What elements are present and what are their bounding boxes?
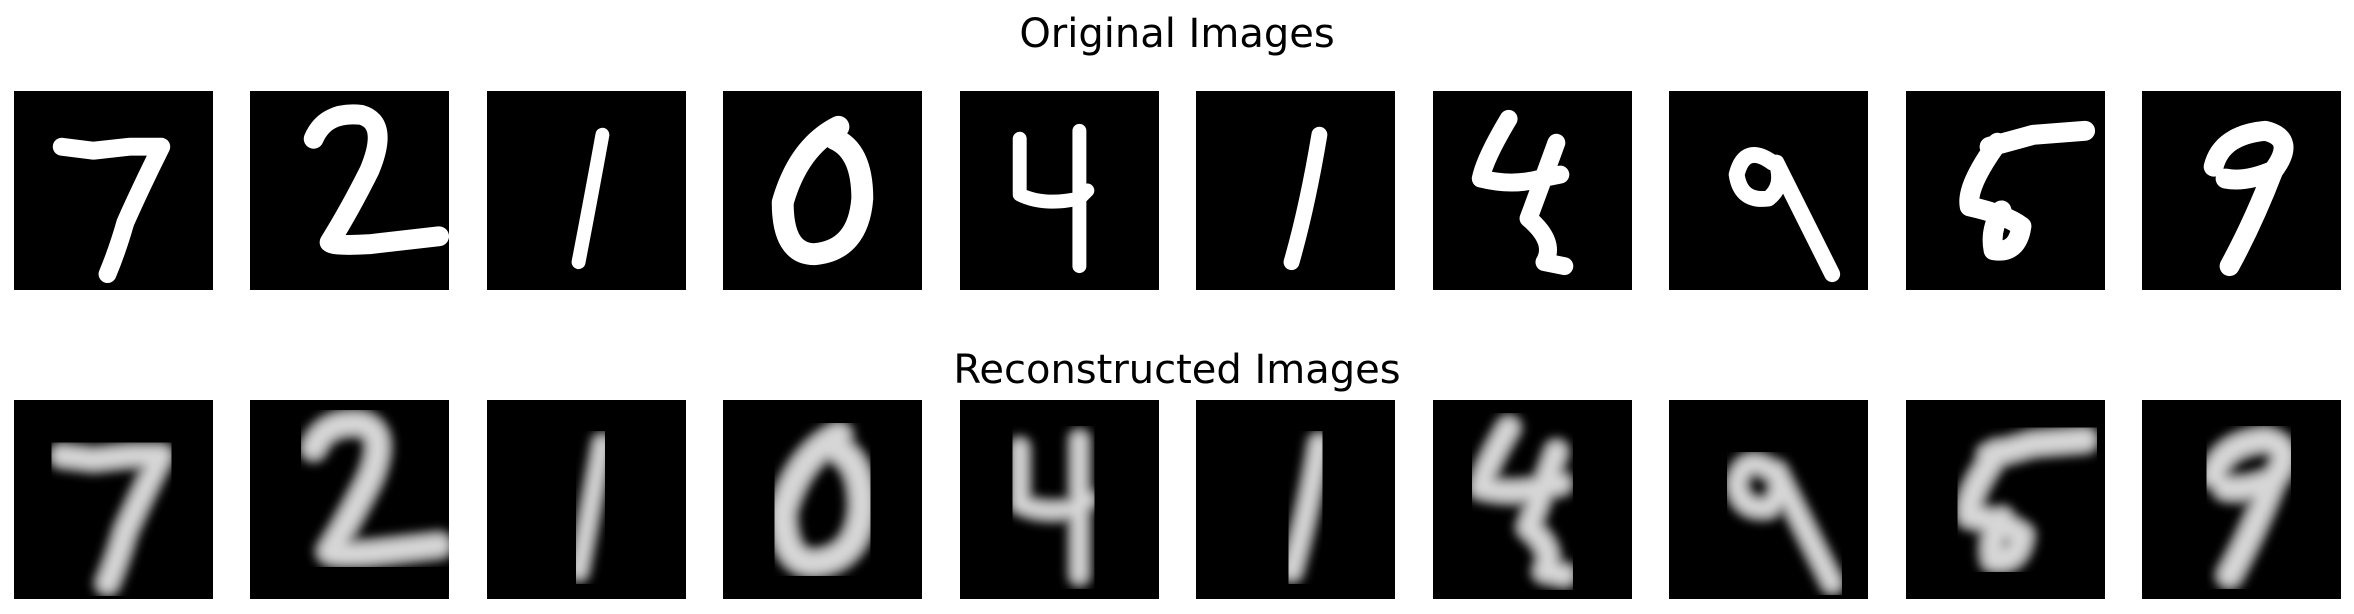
original-digit-4-image (960, 91, 1159, 290)
digit-stroke (1012, 432, 1095, 583)
digit-stroke (1959, 120, 2096, 261)
digit-stroke (1471, 418, 1574, 585)
original-digit-1-image (1196, 91, 1395, 290)
digit-glyph (771, 115, 874, 266)
digit-stroke (303, 413, 449, 564)
digit-glyph (2197, 423, 2300, 592)
digit-stroke (1471, 109, 1574, 276)
reconstructed-digit-2-image (250, 400, 449, 599)
digit-stroke (571, 436, 610, 579)
original-digit-1-image (487, 91, 686, 290)
digit-stroke (1012, 123, 1095, 274)
reconstructed-digit-5-image (1906, 400, 2105, 599)
digit-stroke (2203, 120, 2294, 277)
original-images-row (0, 91, 2354, 291)
digit-stroke (1728, 456, 1841, 592)
reconstructed-digit-0-image (723, 400, 922, 599)
reconstructed-digit-7-image (14, 400, 213, 599)
digit-glyph (1277, 429, 1334, 586)
digit-stroke (571, 127, 610, 270)
digit-glyph (765, 418, 880, 581)
digit-glyph (52, 137, 171, 284)
digit-glyph (2203, 120, 2294, 277)
digit-glyph (1959, 120, 2096, 261)
original-digit-2-image (250, 91, 449, 290)
digit-glyph (303, 104, 449, 255)
reconstructed-images-title: Reconstructed Images (953, 347, 1401, 393)
reconstructed-digit-4-image (1433, 400, 1632, 599)
digit-glyph (565, 430, 616, 585)
original-images-title: Original Images (1019, 11, 1335, 57)
reconstructed-images-row (0, 400, 2354, 600)
digit-stroke (1283, 126, 1328, 271)
reconstructed-digit-4-image (960, 400, 1159, 599)
digit-glyph (1728, 147, 1841, 283)
digit-glyph (1012, 123, 1095, 274)
original-digit-9-image (2142, 91, 2341, 290)
digit-stroke (1728, 147, 1841, 283)
original-digit-9-image (1669, 91, 1868, 290)
digit-stroke (771, 115, 874, 266)
digit-glyph (1006, 426, 1101, 589)
original-digit-4-image (1433, 91, 1632, 290)
digit-glyph (1722, 450, 1847, 598)
reconstructed-digit-1-image (487, 400, 686, 599)
reconstructed-digit-9-image (1669, 400, 1868, 599)
digit-stroke (2203, 429, 2294, 586)
original-digit-5-image (1906, 91, 2105, 290)
digit-glyph (1465, 412, 1580, 591)
original-digit-0-image (723, 91, 922, 290)
digit-stroke (303, 104, 449, 255)
reconstructed-digit-9-image (2142, 400, 2341, 599)
digit-glyph (297, 407, 449, 570)
digit-glyph (1471, 109, 1574, 276)
digit-glyph (1953, 423, 2102, 576)
digit-stroke (1959, 429, 2096, 570)
digit-stroke (771, 424, 874, 575)
digit-stroke (52, 446, 171, 593)
digit-glyph (1283, 126, 1328, 271)
digit-stroke (1283, 435, 1328, 580)
reconstructed-digit-1-image (1196, 400, 1395, 599)
digit-glyph (571, 127, 610, 270)
original-digit-7-image (14, 91, 213, 290)
digit-stroke (52, 137, 171, 284)
digit-glyph (46, 440, 177, 599)
